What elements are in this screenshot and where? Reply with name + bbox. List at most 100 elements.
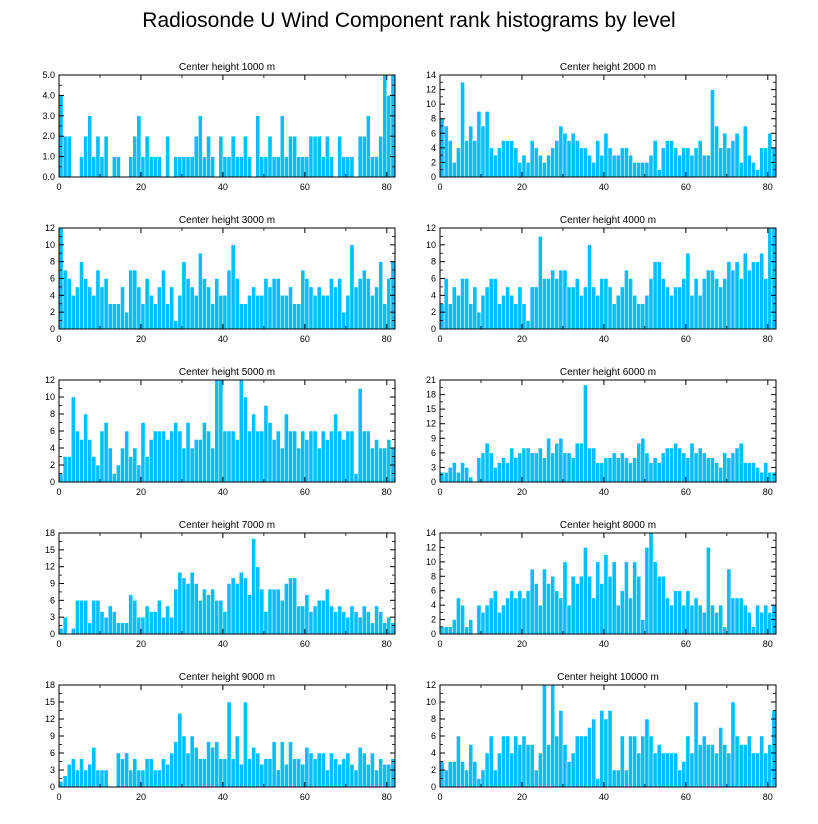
y-tick-label: 8 xyxy=(50,409,55,419)
histogram-bar xyxy=(120,758,125,788)
y-tick-label: 6 xyxy=(50,274,55,284)
histogram-bar xyxy=(247,156,252,178)
x-tick-label: 60 xyxy=(681,487,691,497)
histogram-bar xyxy=(304,439,310,483)
histogram-bar xyxy=(554,140,560,178)
histogram-bar xyxy=(734,447,740,483)
histogram-bar xyxy=(66,764,72,788)
histogram-bar xyxy=(361,605,367,635)
histogram-bar xyxy=(611,561,617,635)
histogram-bar xyxy=(193,747,199,788)
x-tick-label: 0 xyxy=(56,792,61,802)
y-tick-label: 14 xyxy=(426,528,436,538)
histogram-bar xyxy=(533,147,539,178)
histogram-bar xyxy=(693,597,699,635)
histogram-bar xyxy=(722,626,728,635)
histogram-bar xyxy=(103,616,109,635)
x-tick-label: 40 xyxy=(218,334,228,344)
histogram-bar xyxy=(570,457,576,483)
histogram-bar xyxy=(472,140,478,178)
histogram-bar xyxy=(349,605,355,635)
histogram-bar xyxy=(669,447,674,483)
x-tick-label: 60 xyxy=(681,182,691,192)
histogram-bar xyxy=(722,133,728,178)
histogram-bar xyxy=(357,747,363,788)
histogram-bar xyxy=(689,295,695,330)
histogram-bar xyxy=(517,162,523,178)
histogram-bar xyxy=(333,413,338,483)
histogram-bar xyxy=(333,758,338,788)
histogram-bar xyxy=(505,735,510,788)
histogram-bar xyxy=(493,278,498,330)
histogram-bar xyxy=(284,413,289,483)
histogram-bar xyxy=(116,303,121,330)
histogram-bar xyxy=(603,718,609,788)
histogram-bar xyxy=(316,600,322,635)
histogram-bar xyxy=(493,590,498,635)
histogram-bar xyxy=(71,628,76,635)
histogram-bar xyxy=(505,286,510,330)
histogram-bar xyxy=(66,278,72,330)
histogram-bar xyxy=(661,278,666,330)
histogram-bar xyxy=(644,452,650,483)
histogram-bar xyxy=(669,604,674,635)
histogram-bar xyxy=(636,442,642,483)
histogram-bar xyxy=(206,430,211,483)
histogram-bar xyxy=(611,303,617,330)
histogram-bar xyxy=(706,547,711,635)
histogram-bar xyxy=(234,278,240,330)
x-tick-label: 60 xyxy=(681,792,691,802)
histogram-bar xyxy=(607,286,613,330)
histogram-bar xyxy=(452,462,457,483)
histogram-bar xyxy=(304,747,310,788)
histogram-bar xyxy=(734,261,740,330)
histogram-panel-10: Center height 10000 m 0 2 4 6 8 10 12 0 20 40 60 80 xyxy=(426,672,777,802)
histogram-bar xyxy=(230,135,236,178)
histogram-bar xyxy=(193,295,199,330)
histogram-bar xyxy=(165,303,170,330)
histogram-bar xyxy=(488,452,494,483)
y-tick-label: 2.0 xyxy=(42,131,55,141)
histogram-bar xyxy=(374,605,379,635)
y-tick-label: 0 xyxy=(50,324,55,334)
histogram-bar xyxy=(493,467,498,483)
histogram-bar xyxy=(345,616,351,635)
histogram-bar xyxy=(620,735,625,788)
histogram-bar xyxy=(140,422,146,483)
histogram-bar xyxy=(202,758,207,788)
histogram-bar xyxy=(333,611,338,635)
histogram-bar xyxy=(99,286,105,330)
histogram-bar xyxy=(460,604,465,635)
histogram-bar xyxy=(517,452,523,483)
histogram-bar xyxy=(640,619,646,635)
histogram-bar xyxy=(112,473,117,483)
histogram-bar xyxy=(378,758,383,788)
histogram-bar xyxy=(218,135,224,178)
figure-title: Radiosonde U Wind Component rank histogr… xyxy=(142,9,676,32)
histogram-bar xyxy=(730,140,736,178)
y-tick-label: 6 xyxy=(431,448,436,458)
histogram-bar xyxy=(300,269,306,330)
y-tick-label: 15 xyxy=(45,697,55,707)
histogram-bar xyxy=(656,576,662,635)
y-tick-label: 12 xyxy=(426,223,436,233)
histogram-bar xyxy=(214,379,220,483)
histogram-bar xyxy=(747,154,752,178)
y-tick-label: 8 xyxy=(431,714,436,724)
histogram-bar xyxy=(501,140,506,178)
x-tick-label: 0 xyxy=(437,487,442,497)
histogram-bar xyxy=(550,269,555,330)
histogram-bar xyxy=(566,140,572,178)
histogram-bar xyxy=(304,156,310,178)
histogram-bar xyxy=(480,125,486,178)
histogram-bar xyxy=(226,701,232,788)
histogram-bar xyxy=(386,764,392,788)
histogram-bar xyxy=(693,452,699,483)
histogram-bar xyxy=(271,588,277,635)
histogram-bar xyxy=(177,713,183,788)
histogram-bar xyxy=(591,162,596,178)
histogram-bar xyxy=(239,156,244,178)
histogram-bar xyxy=(218,379,224,483)
histogram-bar xyxy=(460,82,465,178)
histogram-bar xyxy=(95,135,101,178)
